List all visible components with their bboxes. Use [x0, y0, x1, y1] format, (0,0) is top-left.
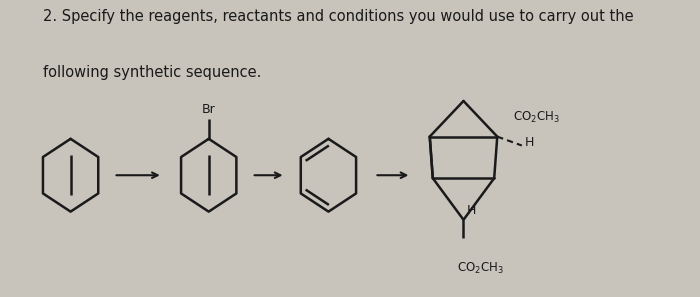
Text: H: H [467, 204, 476, 217]
Text: H: H [525, 136, 534, 149]
Text: CO$_2$CH$_3$: CO$_2$CH$_3$ [457, 261, 504, 277]
Text: CO$_2$CH$_3$: CO$_2$CH$_3$ [512, 110, 559, 125]
Text: 2. Specify the reagents, reactants and conditions you would use to carry out the: 2. Specify the reagents, reactants and c… [43, 9, 634, 24]
Text: Br: Br [202, 103, 216, 116]
Text: following synthetic sequence.: following synthetic sequence. [43, 65, 261, 80]
